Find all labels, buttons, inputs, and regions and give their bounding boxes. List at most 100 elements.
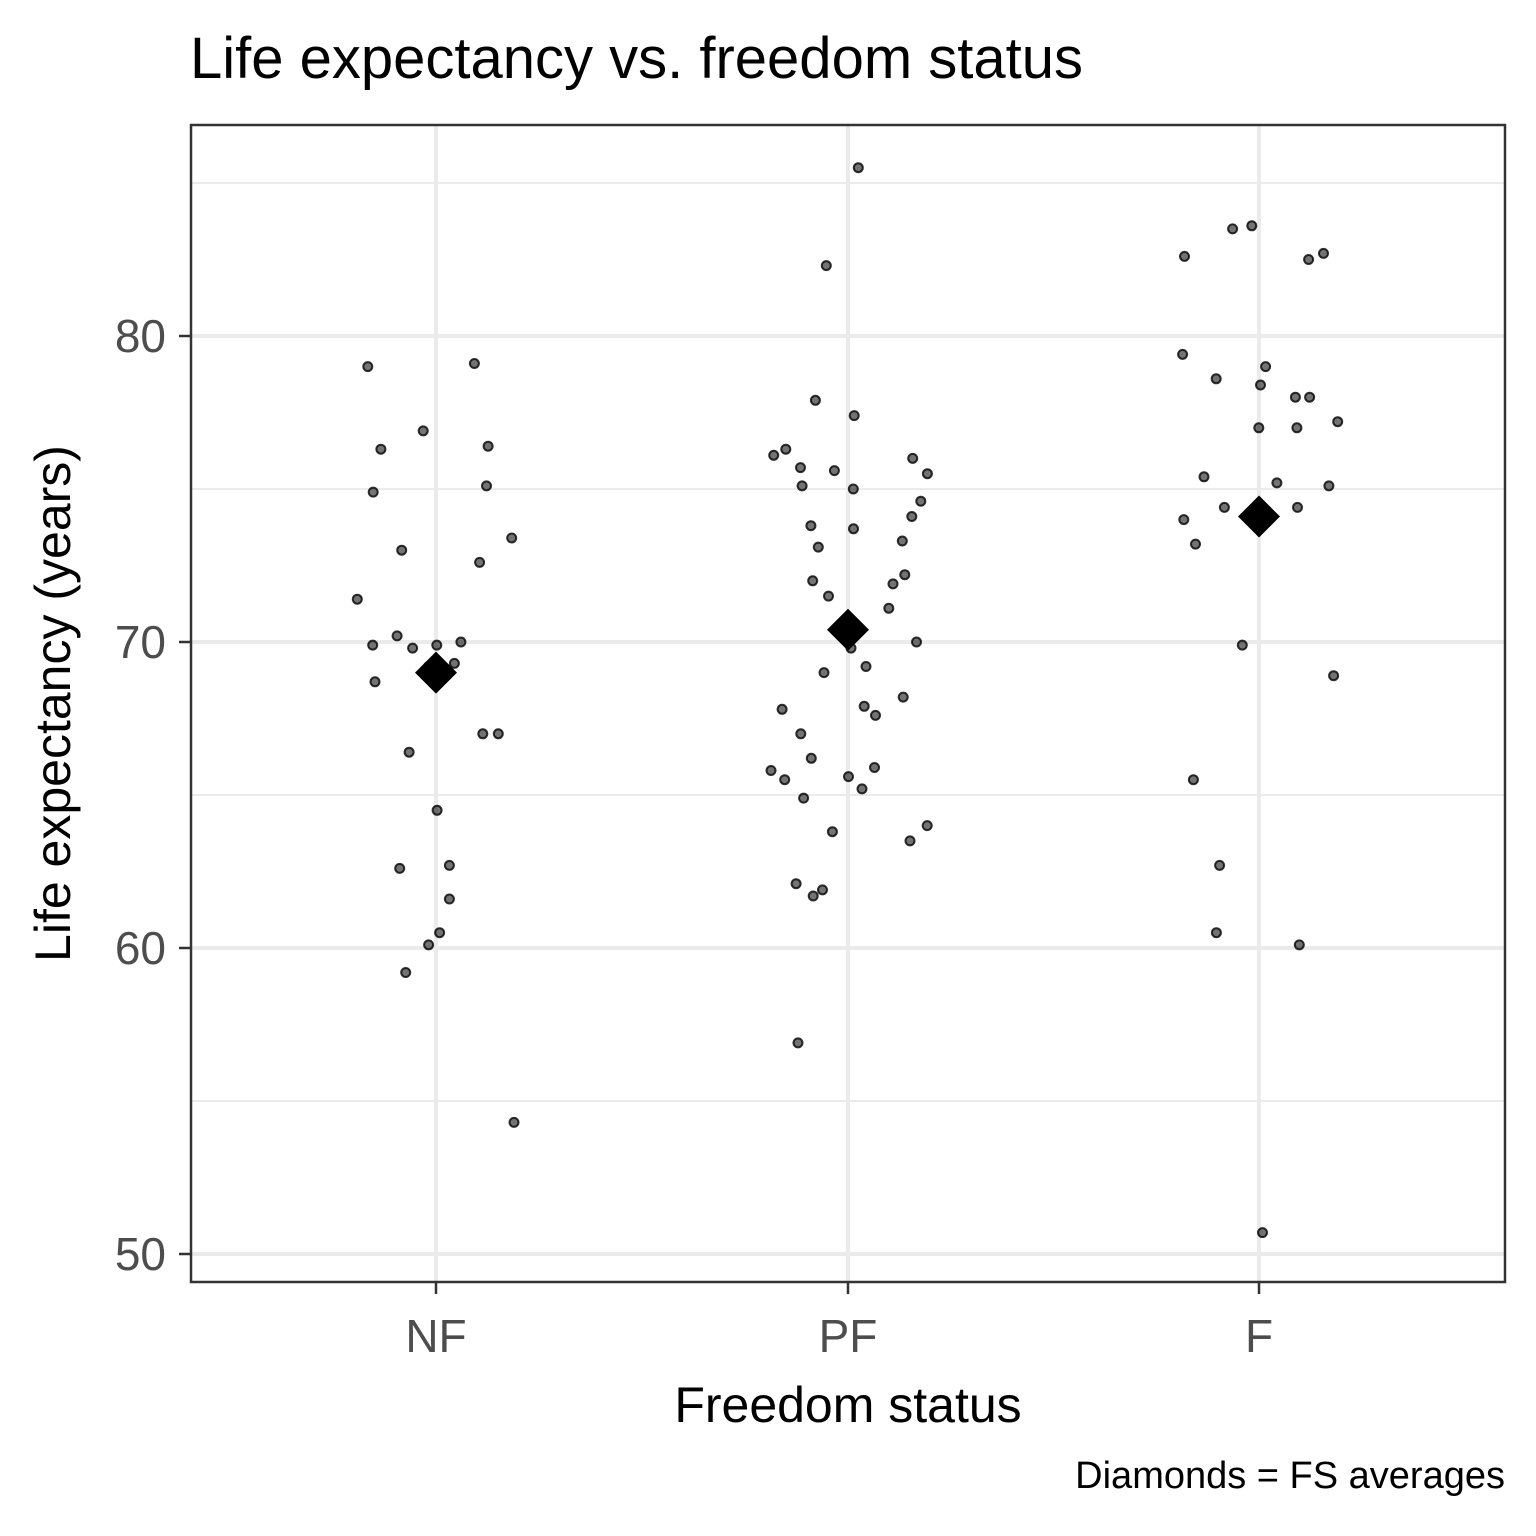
data-point — [351, 593, 363, 605]
mean-diamond — [827, 608, 869, 651]
x-axis-title: Freedom status — [674, 1377, 1021, 1433]
y-tick-label: 70 — [115, 616, 166, 668]
data-point — [367, 639, 379, 651]
data-point — [394, 862, 406, 874]
data-point — [1253, 422, 1265, 434]
data-point — [883, 602, 895, 614]
data-point — [455, 636, 467, 648]
data-point — [1271, 477, 1283, 489]
data-point — [474, 556, 486, 568]
data-point — [1190, 538, 1201, 550]
data-point — [417, 425, 429, 437]
data-point — [1179, 250, 1190, 262]
data-point — [860, 661, 872, 672]
x-tick-label: PF — [819, 1310, 878, 1362]
y-tick-label: 60 — [115, 922, 166, 974]
data-point — [795, 462, 806, 474]
data-point — [1323, 480, 1335, 492]
data-point — [911, 636, 922, 648]
data-point — [858, 700, 870, 712]
data-point — [1227, 223, 1239, 235]
data-point — [1218, 501, 1230, 513]
data-point — [1198, 471, 1210, 483]
data-point — [856, 783, 868, 795]
data-point — [848, 523, 859, 535]
data-point — [823, 590, 834, 602]
data-point — [1328, 670, 1340, 682]
data-point — [434, 927, 446, 939]
data-point — [1260, 361, 1272, 373]
data-point — [443, 859, 455, 871]
data-point — [375, 443, 387, 455]
data-point — [1318, 247, 1329, 259]
data-point — [1289, 391, 1301, 403]
axis-ticks: 50 60 70 80 NF PF F — [115, 310, 1273, 1362]
data-point — [423, 939, 435, 951]
data-point — [400, 967, 412, 978]
data-point — [790, 878, 802, 890]
data-point — [468, 358, 480, 369]
data-point — [907, 452, 919, 464]
data-point — [477, 728, 489, 740]
data-point — [843, 771, 854, 783]
data-point — [481, 480, 492, 492]
data-point — [807, 890, 819, 902]
data-point — [391, 630, 403, 642]
data-point — [848, 410, 860, 422]
data-point — [1291, 422, 1303, 434]
data-point — [809, 394, 821, 406]
mean-diamond — [1238, 495, 1280, 538]
data-point — [765, 765, 777, 776]
data-point — [792, 1037, 804, 1049]
data-point — [780, 443, 792, 455]
data-point — [805, 752, 817, 764]
data-point — [904, 835, 916, 847]
data-point — [817, 884, 828, 896]
data-point — [779, 774, 791, 786]
data-point — [807, 575, 819, 587]
data-point — [828, 465, 840, 477]
data-point — [448, 657, 460, 669]
chart-caption: Diamonds = FS averages — [1075, 1455, 1505, 1497]
data-point — [506, 532, 518, 544]
data-point — [812, 541, 824, 553]
data-point — [1236, 639, 1248, 651]
data-point — [407, 642, 419, 654]
data-point — [776, 703, 788, 715]
data-point — [431, 639, 443, 651]
data-point — [1178, 514, 1190, 526]
x-tick-label: NF — [405, 1310, 466, 1362]
data-point — [847, 483, 859, 495]
data-point — [482, 440, 494, 452]
grid-lines — [191, 125, 1505, 1282]
data-point — [1210, 373, 1222, 385]
data-point — [896, 535, 908, 547]
data-point — [1303, 254, 1315, 265]
data-point — [852, 162, 864, 174]
data-point — [508, 1116, 520, 1128]
data-point — [768, 449, 780, 461]
data-point — [362, 361, 374, 373]
data-point — [897, 691, 909, 703]
data-point — [820, 260, 832, 272]
data-point — [826, 826, 838, 838]
data-point — [1304, 391, 1316, 403]
data-point — [921, 820, 933, 832]
chart-title: Life expectancy vs. freedom status — [190, 26, 1083, 91]
data-point — [1257, 1227, 1268, 1239]
data-point — [1332, 416, 1344, 428]
data-point — [870, 709, 881, 721]
data-point — [795, 728, 807, 740]
data-point — [921, 468, 933, 480]
data-point — [915, 495, 927, 507]
data-point — [869, 762, 880, 773]
y-axis-title: Life expectancy (years) — [25, 445, 81, 962]
data-point — [492, 728, 504, 740]
data-point — [396, 544, 408, 556]
mean-diamonds — [415, 495, 1280, 694]
data-point — [899, 569, 911, 581]
data-point — [1210, 927, 1222, 939]
x-tick-label: F — [1245, 1310, 1273, 1362]
data-point — [1292, 501, 1303, 513]
